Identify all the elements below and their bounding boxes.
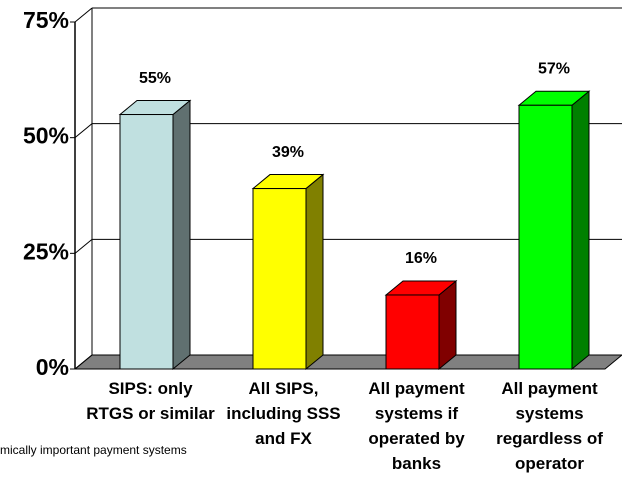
value-label: 55%	[139, 70, 171, 87]
bar	[252, 188, 307, 370]
x-tick-label: SIPS: only RTGS or similar	[86, 379, 215, 423]
bar-side	[305, 173, 324, 371]
footnote: mically important payment systems	[0, 443, 187, 457]
value-label: 39%	[272, 144, 304, 161]
x-tick-label: All payment systems regardless of operat…	[496, 379, 603, 473]
y-tick-label: 0%	[36, 354, 69, 380]
bar-side	[571, 90, 590, 371]
y-tick-label: 75%	[23, 7, 69, 33]
x-tick-label: All SIPS, including SSS and FX	[226, 379, 341, 448]
bar	[119, 114, 174, 370]
bar	[385, 294, 440, 370]
grid-line-side	[74, 7, 93, 23]
grid-line-side	[74, 238, 93, 254]
bar-side	[438, 279, 457, 371]
value-label: 57%	[538, 60, 570, 77]
bar-side	[172, 99, 191, 371]
grid-line-side	[74, 123, 93, 139]
bar	[518, 104, 573, 370]
grid-line-side	[74, 354, 93, 370]
y-tick-label: 25%	[23, 238, 69, 264]
value-label: 16%	[405, 250, 437, 267]
x-tick-label: All payment systems if operated by banks	[368, 379, 465, 473]
y-tick-label: 50%	[23, 123, 69, 149]
